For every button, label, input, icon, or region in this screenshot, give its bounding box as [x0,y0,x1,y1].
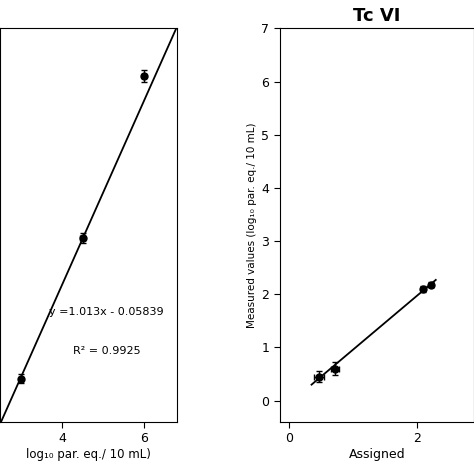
Text: y =1.013x - 0.05839: y =1.013x - 0.05839 [49,307,164,317]
Title: Tc VI: Tc VI [353,8,401,26]
X-axis label: log₁₀ par. eq./ 10 mL): log₁₀ par. eq./ 10 mL) [26,448,151,461]
Y-axis label: Measured values (log₁₀ par. eq./ 10 mL): Measured values (log₁₀ par. eq./ 10 mL) [247,122,257,328]
Text: R² = 0.9925: R² = 0.9925 [73,346,140,356]
X-axis label: Assigned: Assigned [348,448,405,461]
